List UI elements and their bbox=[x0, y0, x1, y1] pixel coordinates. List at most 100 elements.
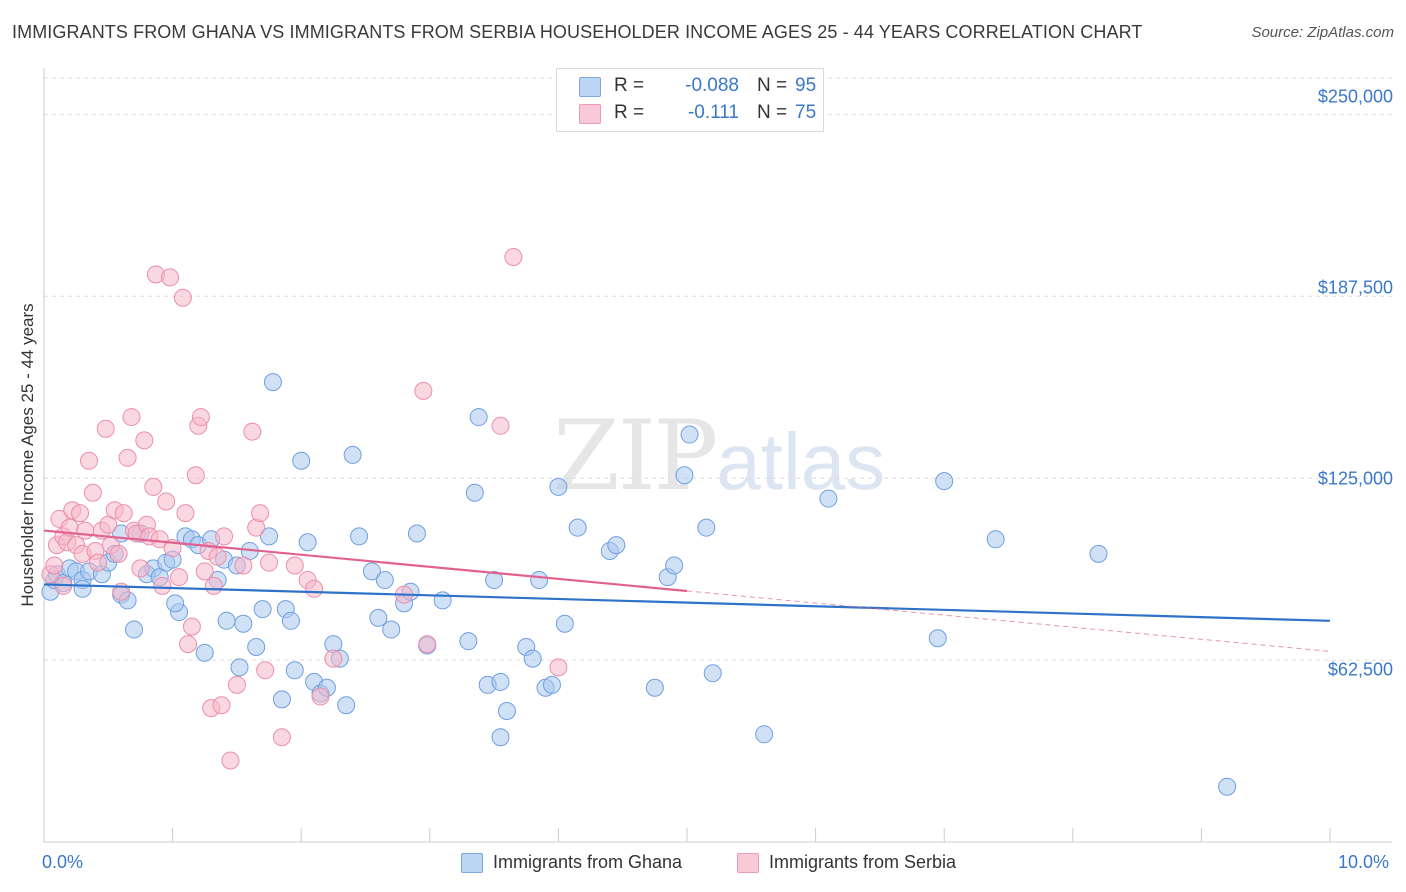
correlation-legend: R = -0.088 N = 95 R = -0.111 N = 75 bbox=[556, 68, 824, 132]
serbia-point bbox=[173, 288, 192, 307]
y-tick-label: $250,000 bbox=[1317, 86, 1393, 107]
ghana-point bbox=[469, 408, 488, 427]
watermark-zip: ZIP bbox=[553, 400, 718, 512]
ghana-point bbox=[375, 571, 394, 590]
ghana-point bbox=[337, 696, 356, 715]
serbia-point bbox=[118, 448, 137, 467]
ghana-point bbox=[1089, 544, 1108, 563]
ghana-point bbox=[935, 472, 954, 491]
serbia-point bbox=[83, 483, 102, 502]
ghana-point bbox=[272, 690, 291, 709]
serbia-legend-label: Immigrants from Serbia bbox=[769, 852, 957, 872]
serbia-point bbox=[234, 556, 253, 575]
ghana-point bbox=[491, 728, 510, 747]
y-axis-label: Householder Income Ages 25 - 44 years bbox=[18, 303, 37, 607]
ghana-swatch bbox=[461, 853, 483, 873]
serbia-point bbox=[324, 649, 343, 668]
serbia-point bbox=[227, 675, 246, 694]
ghana-legend-label: Immigrants from Ghana bbox=[493, 852, 683, 872]
serbia-point bbox=[153, 576, 172, 595]
serbia-point bbox=[191, 408, 210, 427]
ghana-point bbox=[253, 600, 272, 619]
serbia-point bbox=[414, 381, 433, 400]
serbia-trend-line-extension bbox=[686, 590, 1331, 652]
serbia-point bbox=[114, 504, 133, 523]
serbia-point bbox=[144, 477, 163, 496]
serbia-point bbox=[186, 466, 205, 485]
ghana-r-label: R = bbox=[614, 75, 645, 96]
serbia-point bbox=[176, 504, 195, 523]
serbia-point bbox=[212, 696, 231, 715]
serbia-point bbox=[150, 530, 169, 549]
serbia-point bbox=[182, 617, 201, 636]
serbia-point bbox=[71, 504, 90, 523]
y-tick-label: $187,500 bbox=[1317, 277, 1393, 298]
ghana-point bbox=[281, 611, 300, 630]
serbia-point bbox=[208, 547, 227, 566]
serbia-n-label: N = bbox=[757, 102, 788, 123]
ghana-point bbox=[263, 373, 282, 392]
x-tick-label-min: 0.0% bbox=[42, 852, 84, 872]
ghana-point bbox=[343, 445, 362, 464]
ghana-point bbox=[819, 489, 838, 508]
ghana-point bbox=[986, 530, 1005, 549]
serbia-trend-line bbox=[43, 529, 688, 593]
serbia-point bbox=[80, 451, 99, 470]
ghana-point bbox=[665, 556, 684, 575]
serbia-point bbox=[157, 492, 176, 511]
ghana-point bbox=[755, 725, 774, 744]
ghana-point bbox=[928, 629, 947, 648]
serbia-point bbox=[76, 521, 95, 540]
ghana-point bbox=[73, 579, 92, 598]
ghana-point bbox=[298, 533, 317, 552]
ghana-point bbox=[362, 562, 381, 581]
ghana-point bbox=[680, 425, 699, 444]
serbia-point bbox=[89, 553, 108, 572]
ghana-point bbox=[285, 661, 304, 680]
serbia-point bbox=[179, 635, 198, 654]
serbia-point bbox=[504, 247, 523, 266]
ghana-point bbox=[703, 664, 722, 683]
serbia-point bbox=[491, 416, 510, 435]
ghana-point bbox=[292, 451, 311, 470]
serbia-r-value: -0.111 bbox=[687, 102, 739, 123]
serbia-swatch bbox=[737, 853, 759, 873]
serbia-point bbox=[260, 553, 279, 572]
serbia-point bbox=[96, 419, 115, 438]
ghana-point bbox=[675, 466, 694, 485]
ghana-point bbox=[459, 632, 478, 651]
y-tick-label: $62,500 bbox=[1327, 659, 1393, 680]
ghana-point bbox=[645, 678, 664, 697]
serbia-point bbox=[161, 268, 180, 287]
ghana-trend-line bbox=[43, 583, 1331, 622]
y-tick-label: $125,000 bbox=[1317, 468, 1393, 489]
serbia-point bbox=[170, 568, 189, 587]
ghana-point bbox=[465, 483, 484, 502]
serbia-point bbox=[285, 556, 304, 575]
x-tick-label-max: 10.0% bbox=[1338, 852, 1390, 872]
watermark: ZIPatlas bbox=[553, 400, 885, 512]
serbia-point bbox=[204, 576, 223, 595]
ghana-r-value: -0.088 bbox=[685, 75, 739, 96]
serbia-point bbox=[221, 751, 240, 770]
chart-title: IMMIGRANTS FROM GHANA VS IMMIGRANTS FROM… bbox=[12, 22, 1143, 42]
ghana-point bbox=[485, 571, 504, 590]
ghana-point bbox=[125, 620, 144, 639]
serbia-point bbox=[195, 562, 214, 581]
ghana-point bbox=[549, 477, 568, 496]
ghana-point bbox=[530, 571, 549, 590]
ghana-point bbox=[247, 637, 266, 656]
ghana-point bbox=[234, 614, 253, 633]
ghana-n-label: N = bbox=[757, 75, 788, 96]
ghana-point bbox=[369, 608, 388, 627]
ghana-swatch bbox=[579, 77, 601, 97]
serbia-point bbox=[311, 687, 330, 706]
ghana-point bbox=[350, 527, 369, 546]
ghana-point bbox=[568, 518, 587, 537]
ghana-point bbox=[1218, 777, 1237, 796]
ghana-point bbox=[407, 524, 426, 543]
ghana-point bbox=[217, 611, 236, 630]
serbia-point bbox=[109, 544, 128, 563]
serbia-swatch bbox=[579, 104, 601, 124]
